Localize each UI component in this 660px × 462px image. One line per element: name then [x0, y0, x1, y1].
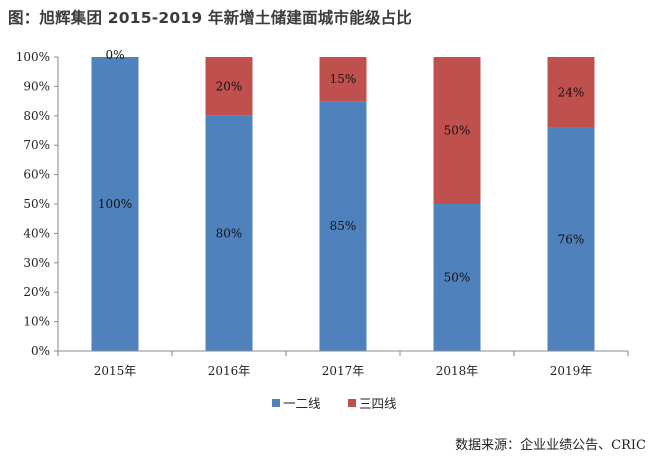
x-tick-label: 2019年 [550, 364, 593, 378]
data-label: 80% [216, 226, 243, 240]
data-label: 50% [444, 271, 471, 285]
chart-title: 图：旭辉集团 2015-2019 年新增土储建面城市能级占比 [8, 9, 413, 27]
bar-segment [205, 57, 253, 116]
data-label: 15% [330, 72, 357, 86]
bar-segment [319, 57, 367, 102]
y-tick-label: 100% [16, 50, 50, 64]
bar-segment [205, 115, 253, 351]
y-tick-label: 10% [23, 315, 50, 329]
bar-segment [91, 57, 139, 351]
data-source: 数据来源：企业业绩公告、CRIC [455, 438, 646, 453]
data-label: 24% [558, 85, 585, 99]
y-tick-label: 90% [23, 79, 50, 93]
data-label: 76% [558, 232, 585, 246]
legend-swatch [348, 399, 356, 407]
y-tick-label: 0% [31, 344, 50, 358]
y-tick-label: 60% [23, 168, 50, 182]
legend: 一二线 三四线 [272, 396, 397, 411]
y-tick-label: 50% [23, 197, 50, 211]
legend-swatch [272, 399, 280, 407]
bar-segment [547, 127, 595, 351]
y-tick-label: 20% [23, 285, 50, 299]
legend-label: 三四线 [359, 396, 397, 411]
data-label: 50% [444, 124, 471, 138]
x-tick-label: 2015年 [94, 364, 137, 378]
bar-segment [547, 57, 595, 128]
y-tick-label: 80% [23, 109, 50, 123]
data-label: 20% [216, 79, 243, 93]
y-tick-label: 70% [23, 138, 50, 152]
y-axis: 0% 10% 20% 30% 40% 50% 60% 70% 80% 90% 100% [16, 50, 59, 358]
bar-segment [433, 204, 481, 351]
x-tick-label: 2018年 [436, 364, 479, 378]
legend-label: 一二线 [283, 396, 321, 411]
bar-segment [319, 101, 367, 351]
data-label: 85% [330, 219, 357, 233]
bars: 100% 0% 80% 20% 85% 15% 50% 50% 76% 24% [91, 48, 595, 351]
data-label: 100% [98, 197, 132, 211]
x-tick-label: 2017年 [322, 364, 365, 378]
y-tick-label: 30% [23, 256, 50, 270]
x-tick-label: 2016年 [208, 364, 251, 378]
data-label: 0% [105, 48, 124, 62]
y-tick-label: 40% [23, 226, 50, 240]
x-axis: 2015年 2016年 2017年 2018年 2019年 [57, 350, 629, 378]
bar-segment [433, 57, 481, 204]
